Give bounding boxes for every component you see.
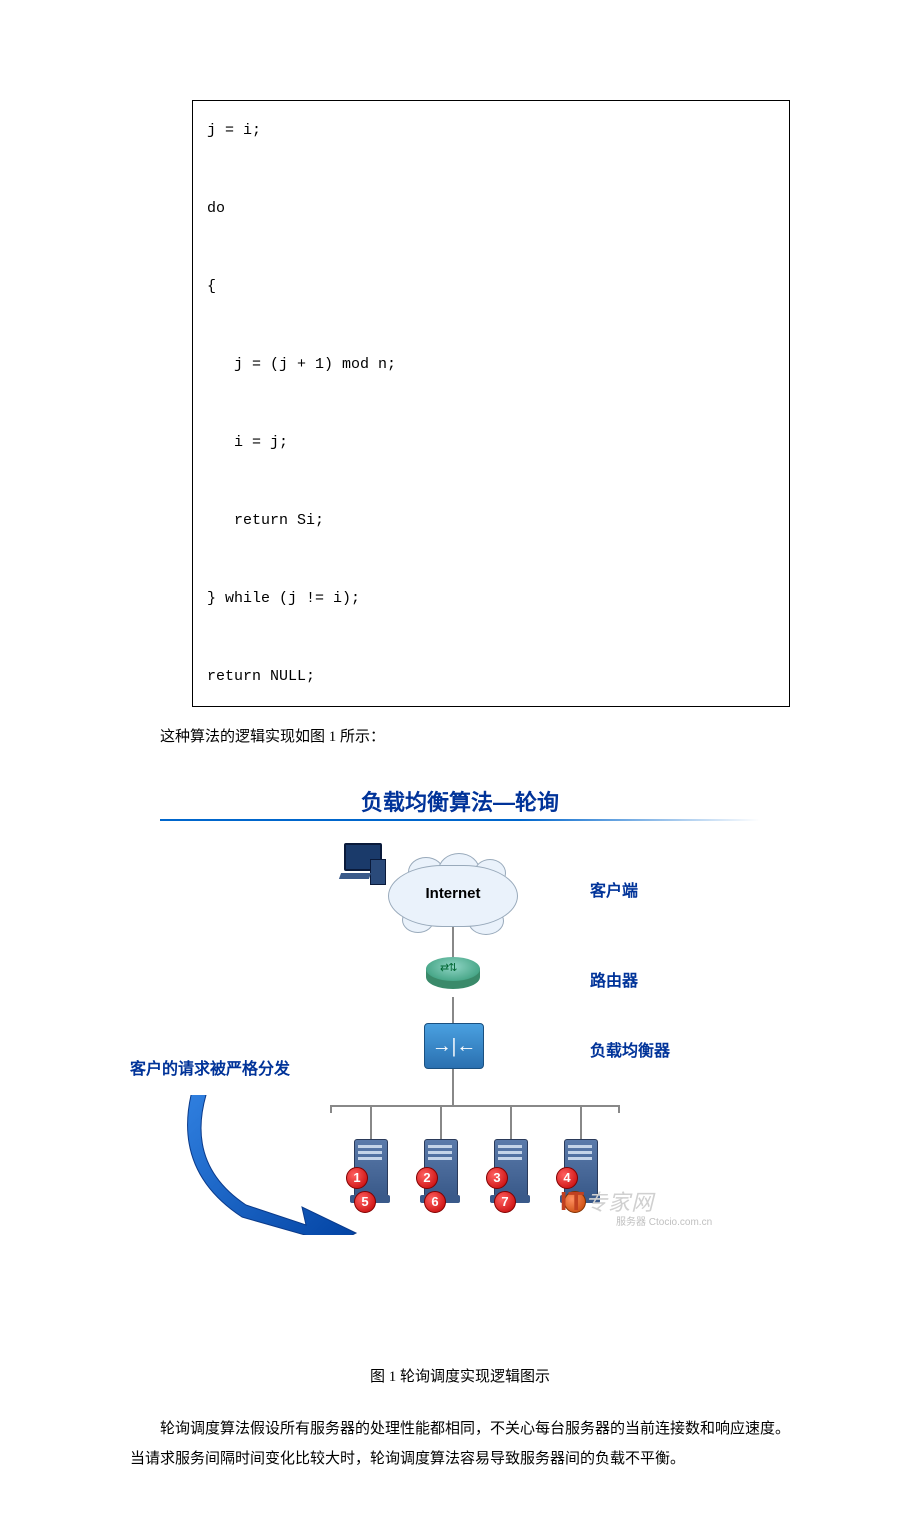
title-underline [160, 819, 760, 821]
load-balancer-icon: →|← [424, 1023, 484, 1069]
label-distribution: 客户的请求被严格分发 [130, 1055, 290, 1079]
watermark-sub: 服务器 Ctocio.com.cn [616, 1213, 712, 1228]
server-icon: 3 7 [490, 1139, 530, 1203]
label-lb: 负载均衡器 [590, 1037, 670, 1061]
client-computer-icon [340, 843, 386, 887]
server-number-badge: 6 [424, 1191, 446, 1213]
code-line: i = j; [207, 434, 288, 451]
server-number-badge: 1 [346, 1167, 368, 1189]
server-number-badge: 5 [354, 1191, 376, 1213]
connector-line [618, 1105, 620, 1113]
internet-cloud-icon: Internet [388, 865, 518, 927]
watermark-suffix: 专家网 [585, 1190, 654, 1215]
document-page: j = i; do { j = (j + 1) mod n; i = j; re… [0, 0, 920, 1534]
server-number-badge: 3 [486, 1167, 508, 1189]
connector-line [510, 1105, 512, 1139]
figure-caption: 图 1 轮询调度实现逻辑图示 [130, 1365, 790, 1386]
label-router: 路由器 [590, 967, 638, 991]
body-paragraph: 轮询调度算法假设所有服务器的处理性能都相同，不关心每台服务器的当前连接数和响应速… [130, 1414, 790, 1474]
code-line: return Si; [207, 512, 324, 529]
code-block: j = i; do { j = (j + 1) mod n; i = j; re… [192, 100, 790, 707]
cloud-label: Internet [388, 885, 518, 902]
router-icon: ⇄⇅ [426, 957, 480, 997]
connector-line [580, 1105, 582, 1139]
connector-line [440, 1105, 442, 1139]
distribution-arrow-icon [186, 1095, 376, 1235]
server-icon: 2 6 [420, 1139, 460, 1203]
intro-paragraph: 这种算法的逻辑实现如图 1 所示： [160, 725, 790, 749]
code-line: j = (j + 1) mod n; [207, 356, 396, 373]
connector-line [452, 927, 454, 957]
connector-line [452, 1069, 454, 1105]
server-number-badge: 2 [416, 1167, 438, 1189]
diagram: 负载均衡算法—轮询 Internet 客户端 ⇄⇅ 路由器 [130, 785, 790, 1345]
connector-line [452, 997, 454, 1023]
server-icon: 1 5 [350, 1139, 390, 1203]
code-line: return NULL; [207, 668, 315, 685]
code-line: j = i; [207, 122, 261, 139]
code-line: { [207, 278, 216, 295]
code-line: do [207, 200, 225, 217]
label-client: 客户端 [590, 877, 638, 901]
code-line: } while (j != i); [207, 590, 360, 607]
diagram-title: 负载均衡算法—轮询 [130, 785, 790, 817]
watermark-prefix: IT [560, 1186, 585, 1216]
server-number-badge: 7 [494, 1191, 516, 1213]
